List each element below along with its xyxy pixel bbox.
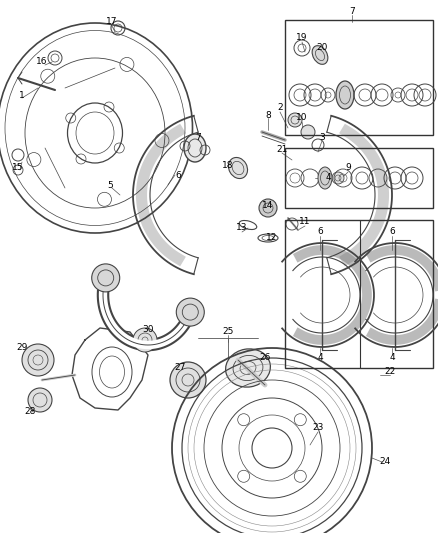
Text: 30: 30 bbox=[142, 326, 154, 335]
Ellipse shape bbox=[318, 167, 332, 189]
Text: 15: 15 bbox=[12, 164, 24, 173]
Circle shape bbox=[176, 298, 204, 326]
Text: 14: 14 bbox=[262, 200, 274, 209]
Text: 6: 6 bbox=[389, 228, 395, 237]
Text: 1: 1 bbox=[19, 91, 25, 100]
Text: 20: 20 bbox=[316, 44, 328, 52]
Ellipse shape bbox=[226, 349, 270, 387]
Text: 6: 6 bbox=[317, 228, 323, 237]
Circle shape bbox=[133, 328, 157, 352]
Text: 19: 19 bbox=[296, 34, 308, 43]
Bar bbox=[285, 220, 433, 368]
Text: 25: 25 bbox=[223, 327, 234, 336]
Bar bbox=[285, 20, 433, 135]
Ellipse shape bbox=[336, 81, 354, 109]
Circle shape bbox=[92, 264, 120, 292]
Text: 13: 13 bbox=[236, 223, 248, 232]
Bar bbox=[285, 148, 433, 208]
Text: 7: 7 bbox=[195, 133, 201, 142]
Text: 28: 28 bbox=[25, 408, 35, 416]
Text: 6: 6 bbox=[175, 171, 181, 180]
Circle shape bbox=[288, 113, 302, 127]
Text: 23: 23 bbox=[312, 424, 324, 432]
Text: 27: 27 bbox=[174, 364, 186, 373]
Circle shape bbox=[170, 362, 206, 398]
Circle shape bbox=[22, 344, 54, 376]
Text: 3: 3 bbox=[319, 133, 325, 142]
Text: 4: 4 bbox=[325, 174, 331, 182]
Text: 2: 2 bbox=[277, 103, 283, 112]
Text: 17: 17 bbox=[106, 18, 118, 27]
Text: 18: 18 bbox=[222, 160, 234, 169]
Text: 7: 7 bbox=[349, 7, 355, 17]
Text: 4: 4 bbox=[389, 353, 395, 362]
Text: 10: 10 bbox=[296, 114, 308, 123]
Text: 21: 21 bbox=[276, 146, 288, 155]
Text: 24: 24 bbox=[379, 457, 391, 466]
Ellipse shape bbox=[184, 134, 206, 162]
Text: 11: 11 bbox=[299, 217, 311, 227]
Circle shape bbox=[332, 172, 344, 184]
Circle shape bbox=[301, 125, 315, 139]
Text: 29: 29 bbox=[16, 343, 28, 352]
Ellipse shape bbox=[312, 46, 328, 64]
Text: 16: 16 bbox=[36, 58, 48, 67]
Text: 4: 4 bbox=[317, 353, 323, 362]
Text: 12: 12 bbox=[266, 233, 278, 243]
Text: 5: 5 bbox=[107, 181, 113, 190]
Text: 9: 9 bbox=[345, 164, 351, 173]
Circle shape bbox=[259, 199, 277, 217]
Ellipse shape bbox=[229, 157, 247, 179]
Text: 26: 26 bbox=[259, 353, 271, 362]
Text: 8: 8 bbox=[265, 110, 271, 119]
Text: 22: 22 bbox=[385, 367, 396, 376]
Circle shape bbox=[28, 388, 52, 412]
